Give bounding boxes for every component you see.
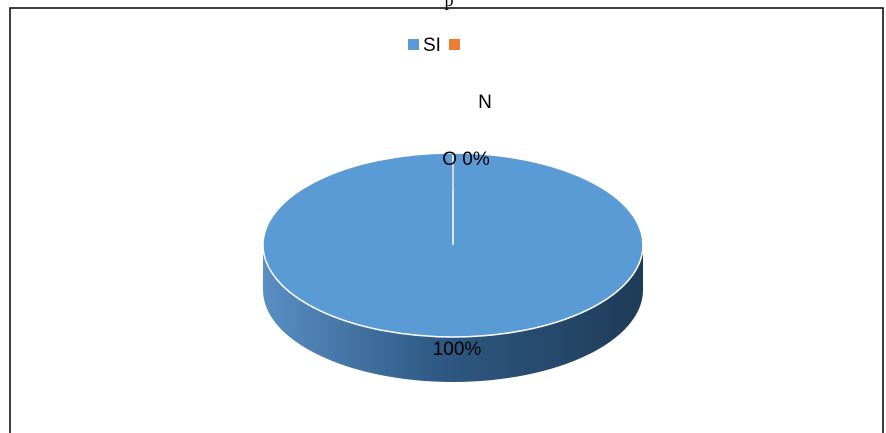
legend-label: SI bbox=[423, 35, 441, 56]
chart-title: p bbox=[445, 0, 454, 10]
legend-swatch bbox=[408, 39, 419, 50]
pie-side bbox=[263, 245, 643, 382]
annotation: N bbox=[478, 92, 492, 113]
data-label: 100% bbox=[433, 339, 482, 360]
legend-swatch bbox=[448, 39, 460, 50]
data-label: O 0% bbox=[442, 149, 490, 170]
